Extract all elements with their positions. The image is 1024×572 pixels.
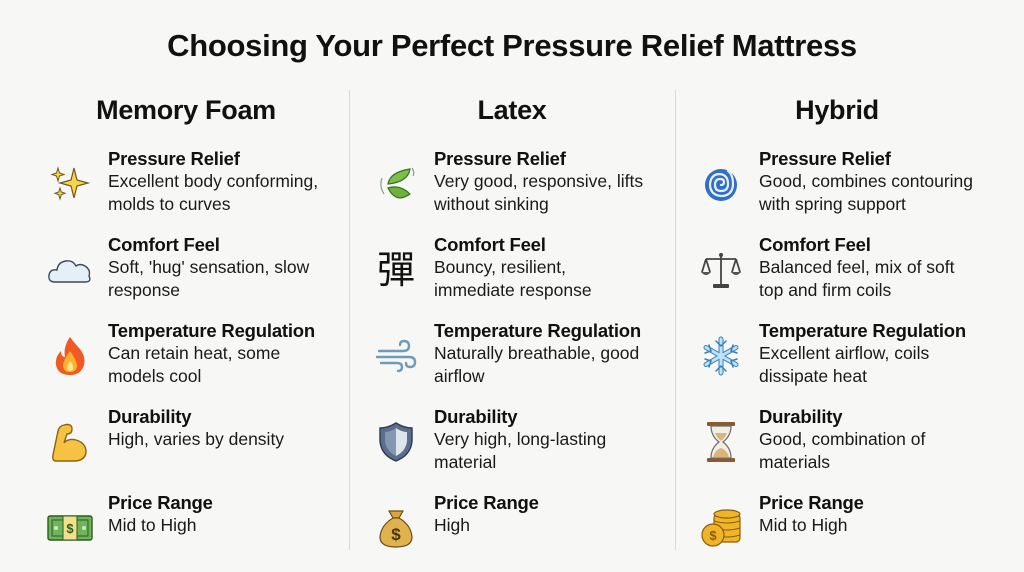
feature-label: Price Range	[759, 492, 864, 513]
feature-description: models cool	[108, 366, 202, 386]
feature-temperature-regulation: Temperature Regulation Excellent airflow…	[697, 320, 1017, 400]
column-memory-foam: Memory Foam Pressure Relief Excellent bo…	[46, 90, 366, 541]
svg-text:$: $	[709, 528, 717, 543]
feature-description: Mid to High	[759, 515, 848, 535]
feature-description: top and firm coils	[759, 280, 892, 300]
snowflake-icon	[697, 332, 745, 380]
feature-description: Very high, long-lasting	[434, 429, 607, 449]
feature-description: Good, combines contouring	[759, 171, 974, 191]
feature-label: Durability	[434, 406, 518, 427]
feature-comfort-feel: Comfort Feel Soft, 'hug' sensation, slow…	[46, 234, 366, 314]
flexed-bicep-icon	[46, 418, 94, 466]
feature-label: Comfort Feel	[759, 234, 871, 255]
wind-icon	[372, 332, 420, 380]
feature-label: Pressure Relief	[759, 148, 891, 169]
feature-durability: Durability Good, combination of material…	[697, 406, 1017, 486]
svg-text:$: $	[391, 525, 401, 544]
feature-description: High	[434, 515, 470, 535]
feature-description: Naturally breathable, good	[434, 343, 640, 363]
cloud-icon	[46, 246, 94, 294]
feature-label: Comfort Feel	[108, 234, 220, 255]
feature-description: materials	[759, 452, 830, 472]
feature-description: Soft, 'hug' sensation, slow	[108, 257, 310, 277]
feature-label: Temperature Regulation	[434, 320, 642, 341]
column-hybrid: Hybrid Pressure Relief Good, combines co…	[697, 90, 1017, 547]
feature-label: Durability	[759, 406, 843, 427]
coins-icon: $	[697, 504, 745, 552]
feature-label: Pressure Relief	[434, 148, 566, 169]
feature-description: Good, combination of	[759, 429, 926, 449]
fire-icon	[46, 332, 94, 380]
page-title: Choosing Your Perfect Pressure Relief Ma…	[167, 28, 857, 63]
leaves-icon	[372, 160, 420, 208]
hourglass-icon	[697, 418, 745, 466]
feature-description: Bouncy, resilient,	[434, 257, 566, 277]
feature-pressure-relief: Pressure Relief Excellent body conformin…	[46, 148, 366, 228]
feature-label: Price Range	[108, 492, 213, 513]
column-latex: Latex Pressure Relief Very good, respons…	[372, 90, 692, 548]
feature-durability: Durability High, varies by density	[46, 406, 366, 486]
feature-comfort-feel: Comfort Feel Balanced feel, mix of soft …	[697, 234, 1017, 314]
feature-label: Temperature Regulation	[759, 320, 967, 341]
feature-description: Can retain heat, some	[108, 343, 281, 363]
feature-description: Excellent body conforming,	[108, 171, 319, 191]
feature-label: Temperature Regulation	[108, 320, 316, 341]
feature-label: Price Range	[434, 492, 539, 513]
feature-price-range: $ Price Range Mid to High	[46, 492, 366, 572]
column-heading: Latex	[477, 95, 547, 125]
feature-description: Mid to High	[108, 515, 197, 535]
feature-temperature-regulation: Temperature Regulation Can retain heat, …	[46, 320, 366, 400]
feature-description: airflow	[434, 366, 485, 386]
balance-scale-icon	[697, 246, 745, 294]
feature-description: with spring support	[759, 194, 906, 214]
shield-icon	[372, 418, 420, 466]
kanji-glyph: 彈	[376, 248, 415, 292]
feature-label: Pressure Relief	[108, 148, 240, 169]
feature-description: Very good, responsive, lifts	[434, 171, 644, 191]
feature-comfort-feel: 彈 Comfort Feel Bouncy, resilient, immedi…	[372, 234, 692, 314]
column-divider	[349, 90, 350, 550]
feature-description: High, varies by density	[108, 429, 285, 449]
feature-price-range: $ Price Range Mid to High	[697, 492, 1017, 572]
feature-durability: Durability Very high, long-lasting mater…	[372, 406, 692, 486]
money-bag-icon: $	[372, 504, 420, 552]
dollar-banknote-icon: $	[46, 504, 94, 552]
feature-label: Comfort Feel	[434, 234, 546, 255]
feature-description: material	[434, 452, 497, 472]
feature-description: Balanced feel, mix of soft	[759, 257, 955, 277]
feature-description: without sinking	[434, 194, 549, 214]
feature-description: immediate response	[434, 280, 592, 300]
feature-description: Excellent airflow, coils	[759, 343, 930, 363]
feature-pressure-relief: Pressure Relief Good, combines contourin…	[697, 148, 1017, 228]
column-divider	[675, 90, 676, 550]
feature-label: Durability	[108, 406, 192, 427]
sparkles-icon	[46, 160, 94, 208]
svg-text:$: $	[66, 521, 74, 536]
column-heading: Hybrid	[795, 95, 879, 125]
feature-description: dissipate heat	[759, 366, 867, 386]
feature-pressure-relief: Pressure Relief Very good, responsive, l…	[372, 148, 692, 228]
feature-description: molds to curves	[108, 194, 231, 214]
feature-price-range: $ Price Range High	[372, 492, 692, 572]
feature-description: response	[108, 280, 180, 300]
column-heading: Memory Foam	[96, 95, 276, 125]
bounce-kanji-icon: 彈	[372, 246, 420, 294]
feature-temperature-regulation: Temperature Regulation Naturally breatha…	[372, 320, 692, 400]
spiral-icon	[697, 160, 745, 208]
